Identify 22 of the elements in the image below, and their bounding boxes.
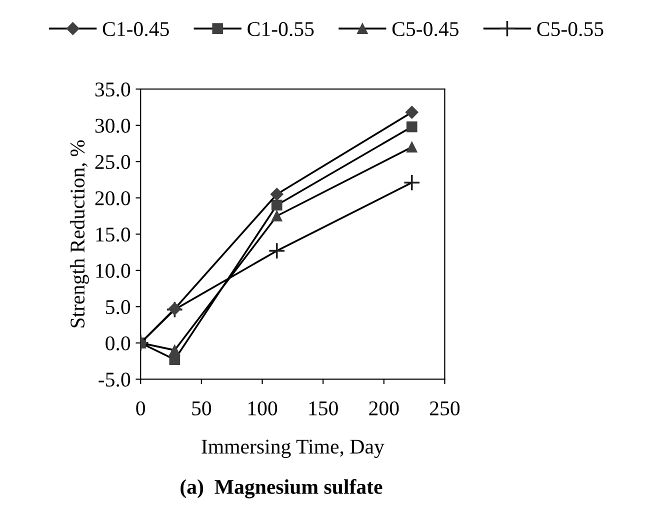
- y-tick-label: 15.0: [96, 228, 130, 242]
- x-tick-label: 200: [369, 401, 399, 416]
- x-tick-label: 150: [309, 401, 338, 416]
- x-axis-title: Immersing Time, Day: [202, 440, 384, 458]
- y-tick-label: 30.0: [95, 118, 130, 133]
- y-tick-label: 10.0: [96, 264, 130, 278]
- legend-label: C1-0.45: [102, 22, 169, 36]
- y-axis-title: Strength Reduction, %: [70, 140, 89, 328]
- y-tick-label: 35.0: [95, 82, 130, 97]
- y-tick-label: -5.0: [98, 372, 130, 387]
- y-tick-label: 20.0: [95, 191, 130, 206]
- x-tick-label: 50: [192, 401, 212, 416]
- x-tick-label: 0: [136, 401, 146, 416]
- legend-label: C5-0.45: [392, 22, 458, 36]
- y-tick-label: 0.0: [106, 336, 130, 350]
- legend-label: C5-0.55: [537, 22, 604, 36]
- text: (a) Magnesium sulfate: [180, 479, 382, 498]
- x-tick-label: 250: [430, 401, 460, 416]
- y-tick-label: 25.0: [95, 154, 130, 170]
- y-tick-label: 5.0: [106, 300, 130, 314]
- x-tick-label: 100: [248, 401, 278, 416]
- legend-label: C1-0.55: [248, 22, 314, 36]
